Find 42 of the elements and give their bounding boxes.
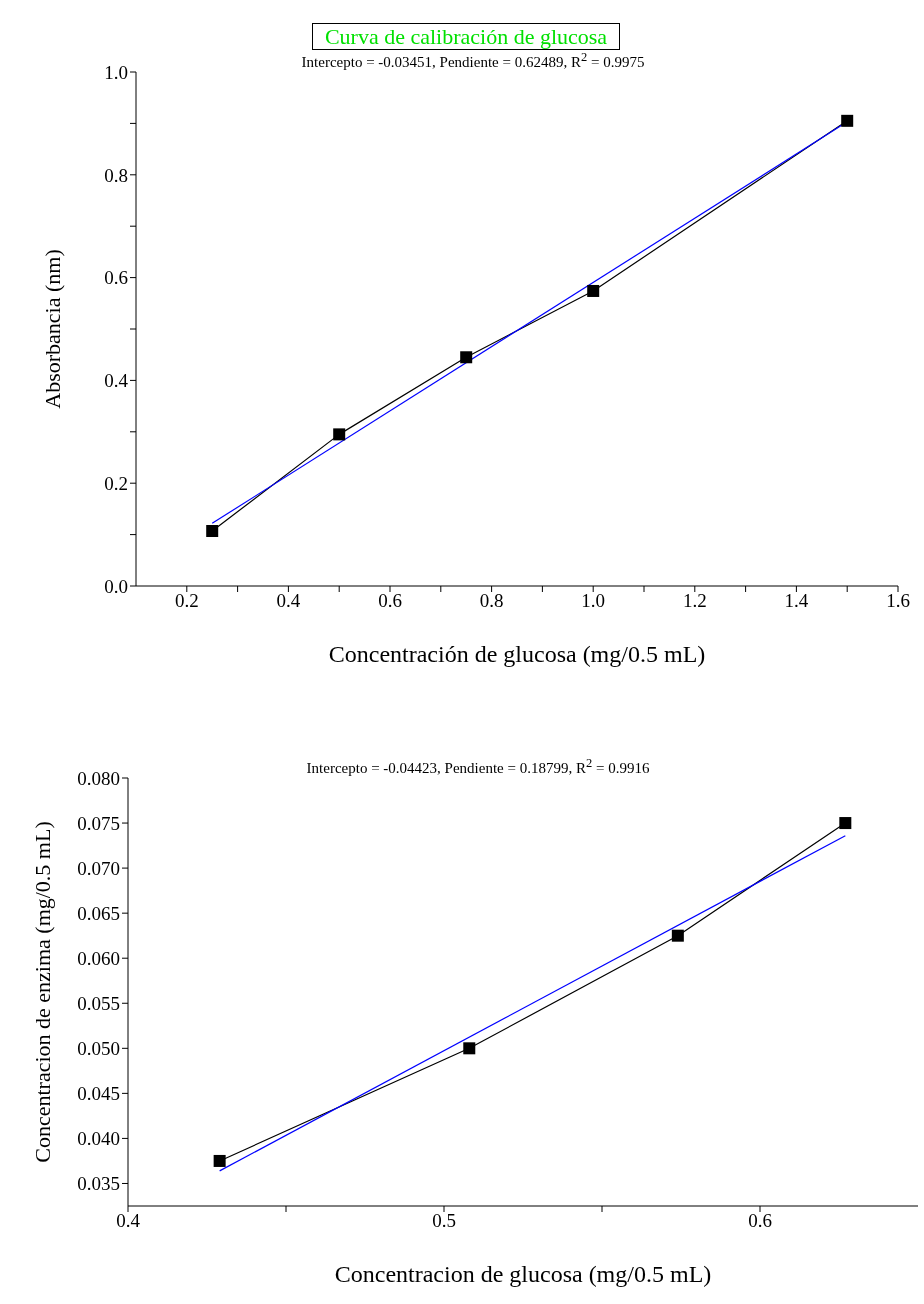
point bbox=[463, 1042, 476, 1055]
x-tick-label: 0.4 bbox=[276, 590, 301, 612]
y-axis-title: Concentracion de enzima (mg/0.5 mL) bbox=[29, 821, 55, 1163]
y-tick-label: 1.0 bbox=[104, 61, 128, 83]
point bbox=[587, 284, 600, 297]
x-tick-label: 0.6 bbox=[378, 590, 402, 612]
y-tick-label: 0.055 bbox=[77, 993, 120, 1015]
y-tick-label: 0.2 bbox=[104, 472, 128, 494]
x-tick-label: 0.2 bbox=[174, 590, 199, 612]
point bbox=[333, 428, 346, 441]
x-tick-label: 1.6 bbox=[886, 590, 910, 612]
y-tick-label: 0.050 bbox=[77, 1038, 120, 1060]
point bbox=[671, 929, 684, 942]
y-tick-label: 0.035 bbox=[77, 1173, 120, 1195]
point bbox=[213, 1154, 226, 1167]
y-tick-label: 0.060 bbox=[77, 947, 120, 969]
point bbox=[841, 114, 854, 127]
point bbox=[460, 351, 473, 364]
x-tick-label: 0.5 bbox=[432, 1210, 456, 1232]
text: Intercepto = -0.04423, Pendiente = 0.18799, R$^{2}$ = 0.9916 bbox=[306, 756, 650, 776]
x-axis-title: Concentracion de glucosa (mg/0.5 mL) bbox=[334, 1261, 712, 1287]
y-tick-label: 0.045 bbox=[77, 1083, 120, 1105]
point bbox=[839, 817, 852, 830]
text: Intercepto = -0.03451, Pendiente = 0.62489, R$^{2}$ = 0.9975 bbox=[301, 50, 645, 70]
y-tick-label: 0.4 bbox=[104, 370, 129, 392]
x-tick-label: 1.4 bbox=[784, 590, 809, 612]
y-tick-label: 0.0 bbox=[104, 575, 128, 597]
y-tick-label: 0.8 bbox=[104, 164, 128, 186]
y-tick-label: 0.070 bbox=[77, 857, 120, 879]
x-tick-label: 1.2 bbox=[682, 590, 707, 612]
y-tick-label: 0.080 bbox=[77, 767, 120, 789]
y-tick-label: 0.040 bbox=[77, 1128, 120, 1150]
y-tick-label: 0.065 bbox=[77, 902, 120, 924]
y-tick-label: 0.6 bbox=[104, 267, 128, 289]
y-tick-label: 0.075 bbox=[77, 812, 120, 834]
x-tick-label: 0.8 bbox=[479, 590, 504, 612]
x-axis-title: Concentración de glucosa (mg/0.5 mL) bbox=[328, 641, 706, 667]
chart-title: Curva de calibración de glucosa bbox=[311, 23, 621, 50]
y-axis-title: Absorbancia (nm) bbox=[39, 249, 65, 409]
x-tick-label: 1.0 bbox=[581, 590, 606, 612]
x-tick-label: 0.6 bbox=[748, 1210, 772, 1232]
point bbox=[206, 525, 219, 537]
